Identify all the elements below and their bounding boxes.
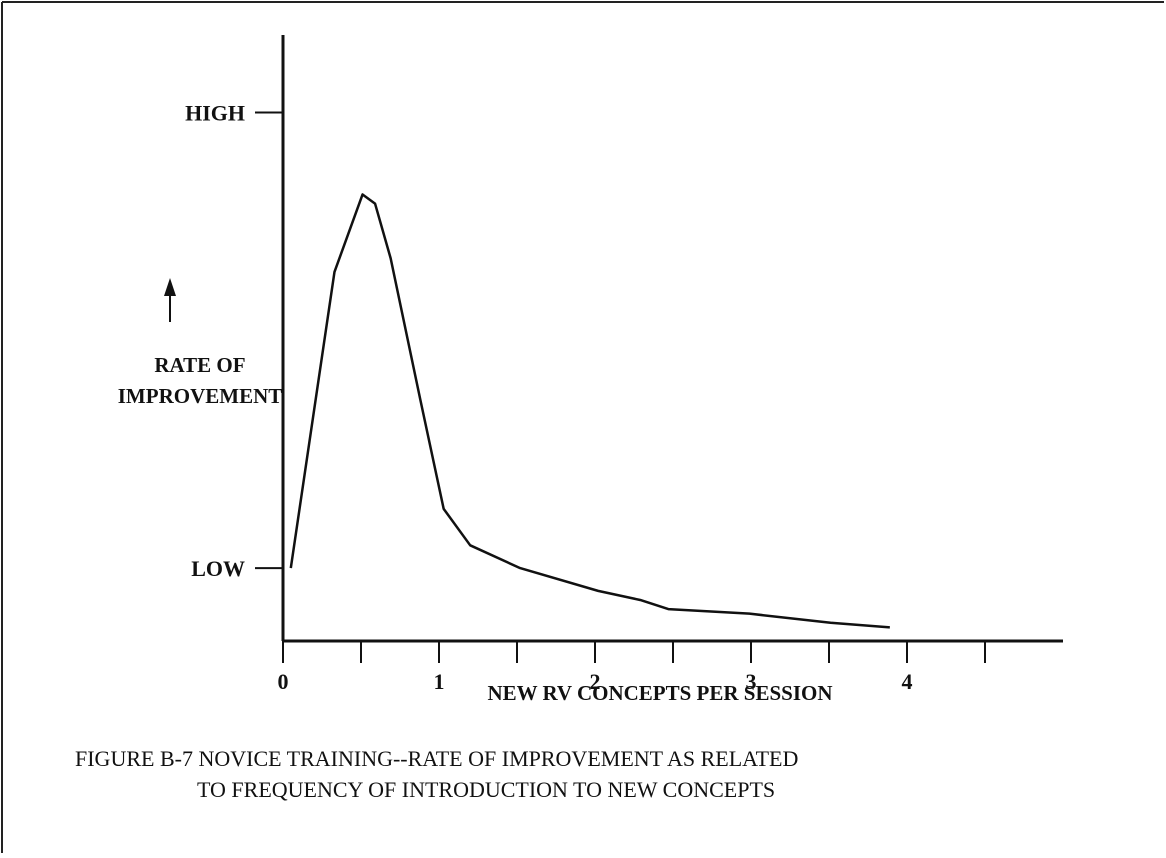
x-tick-label: 0 <box>278 669 289 694</box>
caption: TO FREQUENCY OF INTRODUCTION TO NEW CONC… <box>197 777 775 802</box>
y-axis-label: RATE OF <box>154 353 245 377</box>
x-tick-label: 4 <box>902 669 913 694</box>
x-axis-label: NEW RV CONCEPTS PER SESSION <box>487 681 832 705</box>
y-tick-label: HIGH <box>185 100 245 125</box>
y-tick-label: LOW <box>191 556 245 581</box>
x-tick-label: 3 <box>746 669 757 694</box>
x-tick-label: 1 <box>434 669 445 694</box>
arrow-head <box>164 278 176 296</box>
data-line <box>289 193 890 629</box>
caption: FIGURE B-7 NOVICE TRAINING--RATE OF IMPR… <box>75 746 798 771</box>
x-tick-label: 2 <box>590 669 601 694</box>
y-axis-label: IMPROVEMENT <box>118 384 283 408</box>
